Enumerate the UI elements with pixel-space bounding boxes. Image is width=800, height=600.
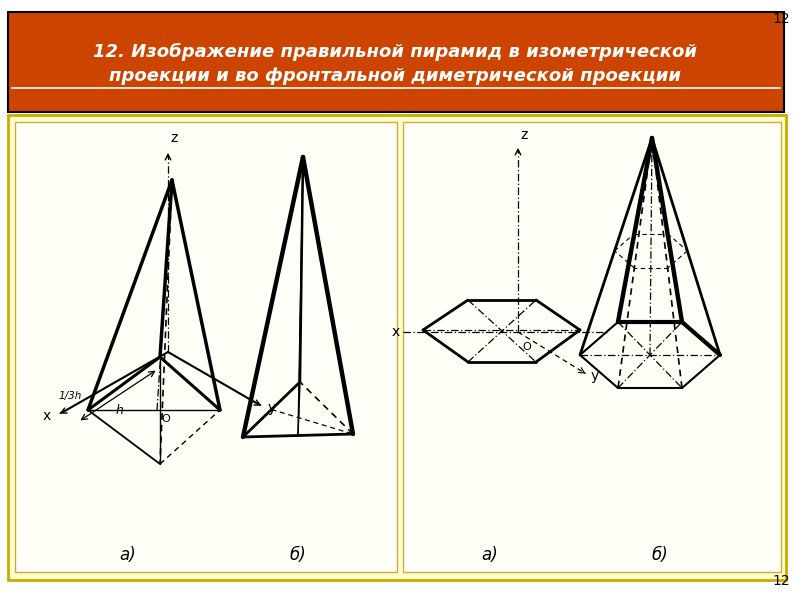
Text: x: x xyxy=(392,325,400,339)
Text: z: z xyxy=(170,131,178,145)
Bar xyxy=(8,12,784,112)
Text: б): б) xyxy=(290,546,306,564)
Bar xyxy=(403,122,781,572)
Text: 1/3h: 1/3h xyxy=(58,391,82,401)
Text: y: y xyxy=(268,401,276,415)
Text: проекции и во фронтальной диметрической проекции: проекции и во фронтальной диметрической … xyxy=(109,67,681,85)
Bar xyxy=(15,122,397,572)
Text: y: y xyxy=(591,369,599,383)
Text: x: x xyxy=(42,409,51,423)
Text: O: O xyxy=(522,342,530,352)
Text: O: O xyxy=(161,414,170,424)
Text: z: z xyxy=(520,128,527,142)
Text: h: h xyxy=(116,403,124,416)
Text: 12: 12 xyxy=(772,574,790,588)
Text: 12: 12 xyxy=(772,12,790,26)
Text: 12. Изображение правильной пирамид в изометрической: 12. Изображение правильной пирамид в изо… xyxy=(93,43,697,61)
Bar xyxy=(8,115,786,580)
Text: а): а) xyxy=(482,546,498,564)
Text: б): б) xyxy=(652,546,668,564)
Text: а): а) xyxy=(120,546,136,564)
